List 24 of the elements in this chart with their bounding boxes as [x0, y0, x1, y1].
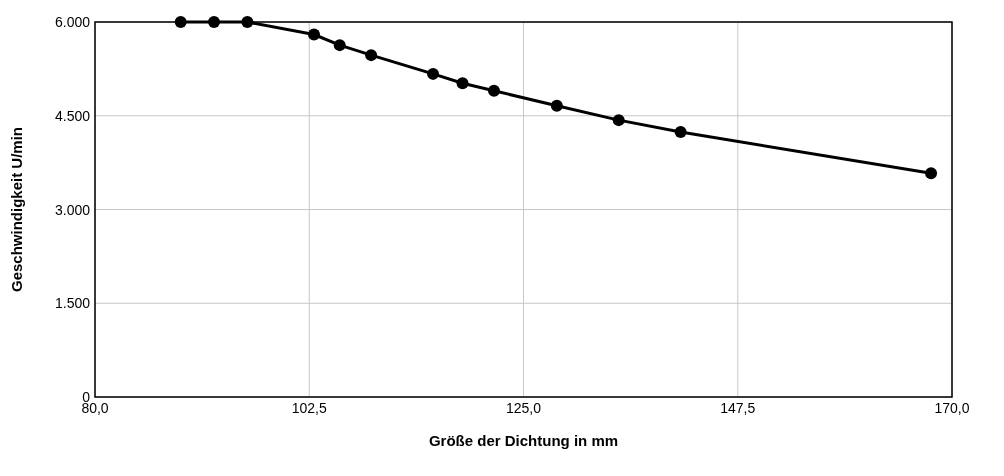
y-tick-label: 3.000 [54, 201, 91, 218]
point [550, 99, 563, 112]
point [308, 28, 321, 41]
x-tick-label: 170,0 [934, 400, 970, 416]
point [427, 67, 440, 80]
y-tick-label: 4.500 [54, 107, 91, 124]
x-tick-label: 147,5 [720, 400, 756, 416]
point [333, 39, 346, 52]
x-tick-label: 125,0 [505, 400, 542, 416]
point [925, 167, 938, 180]
point [208, 16, 221, 28]
x-tick-label: 102,5 [291, 400, 327, 416]
y-tick-label: 1.500 [54, 295, 91, 312]
y-tick-label: 0 [82, 389, 91, 405]
y-axis-title: Geschwindigkeit U/min [8, 126, 25, 293]
point [456, 77, 469, 90]
point [365, 49, 378, 62]
point [174, 16, 187, 28]
point [674, 126, 687, 138]
point [241, 16, 254, 28]
x-axis-title: Größe der Dichtung in mm [428, 432, 619, 449]
point [487, 84, 500, 97]
point [612, 114, 625, 127]
y-tick-label: 6.000 [54, 14, 91, 30]
